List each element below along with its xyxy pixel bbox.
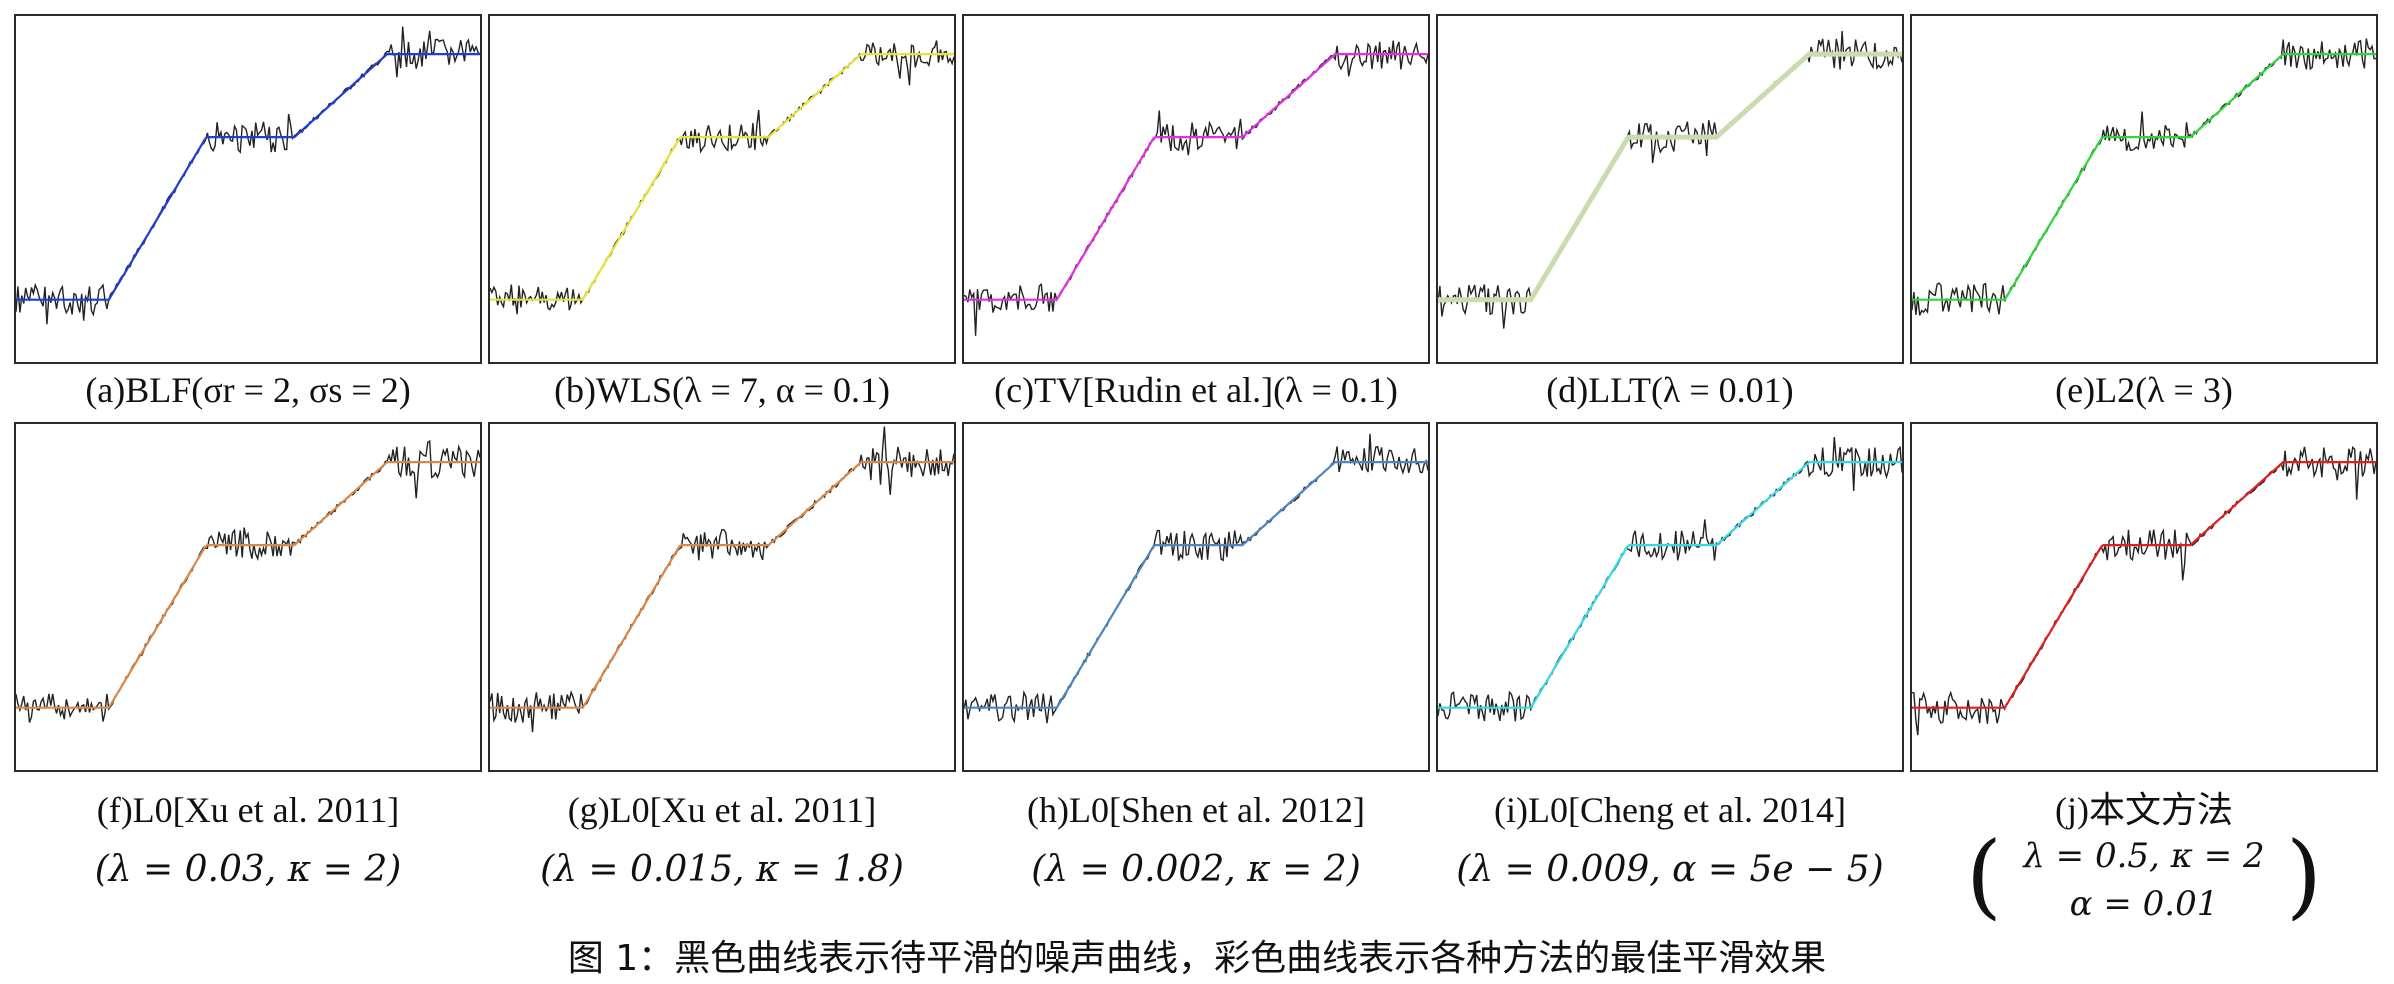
caption-f: (f)L0[Xu et al. 2011] [96, 790, 400, 830]
plot-e [1912, 38, 2376, 316]
caption-i: (i)L0[Cheng et al. 2014] [1494, 790, 1846, 830]
smoothed-curve-j [1912, 461, 2376, 709]
plot-j [1912, 445, 2376, 736]
noisy-curve-c [964, 40, 1428, 336]
smoothed-curve-c [964, 53, 1428, 301]
noisy-curve-i [1438, 436, 1902, 722]
panel-e [1910, 14, 2378, 364]
param-h: (λ = 0.002, κ = 2) [1031, 849, 1361, 890]
smoothed-curve-i [1438, 461, 1902, 709]
plot-h [964, 433, 1428, 724]
smoothed-curve-a [16, 53, 480, 301]
noisy-curve-a [16, 26, 480, 325]
plot-a [16, 26, 480, 325]
panel-f [14, 422, 482, 772]
caption-d: (d)LLT(λ = 0.01) [1546, 370, 1794, 410]
noisy-curve-h [964, 433, 1428, 724]
panel-j [1910, 422, 2378, 772]
caption-h: (h)L0[Shen et al. 2012] [1027, 790, 1365, 830]
panel-a [14, 14, 482, 364]
caption-b: (b)WLS(λ = 7, α = 0.1) [554, 370, 890, 410]
plot-g [490, 426, 954, 733]
panel-b [488, 14, 956, 364]
caption-e: (e)L2(λ = 3) [2055, 370, 2233, 410]
smoothed-curve-d [1438, 51, 1902, 303]
panel-h [962, 422, 1430, 772]
plot-f [16, 439, 480, 723]
plot-b [490, 40, 954, 315]
caption-j: (j)本文方法 [2055, 790, 2233, 830]
panel-d [1436, 14, 1904, 364]
smoothed-curve-f [16, 461, 480, 709]
noisy-curve-b [490, 40, 954, 315]
caption-g: (g)L0[Xu et al. 2011] [567, 790, 877, 830]
noisy-curve-g [490, 426, 954, 733]
caption-c: (c)TV[Rudin et al.](λ = 0.1) [994, 370, 1398, 410]
param-j-line1: λ = 0.5, κ = 2 [2023, 836, 2265, 876]
smoothed-curve-b [490, 53, 954, 301]
plot-c [964, 40, 1428, 336]
param-j-line2: α = 0.01 [2069, 884, 2219, 924]
panel-c [962, 14, 1430, 364]
param-i: (λ = 0.009, α = 5e − 5) [1456, 849, 1884, 890]
noisy-curve-d [1438, 30, 1902, 329]
noisy-curve-j [1912, 445, 2376, 736]
paren-right: ) [2286, 822, 2322, 929]
param-g: (λ = 0.015, κ = 1.8) [540, 849, 904, 890]
paren-left: ( [1966, 822, 2002, 929]
smoothed-curve-h [964, 461, 1428, 709]
smoothed-curve-g [490, 461, 954, 709]
noisy-curve-f [16, 439, 480, 723]
smoothed-curve-e [1912, 53, 2376, 301]
noisy-curve-e [1912, 38, 2376, 316]
panel-g [488, 422, 956, 772]
plot-i [1438, 436, 1902, 722]
param-f: (λ = 0.03, κ = 2) [94, 849, 402, 890]
caption-a: (a)BLF(σr = 2, σs = 2) [85, 370, 411, 410]
plot-d [1438, 30, 1902, 329]
figure-caption: 图 1：黑色曲线表示待平滑的噪声曲线，彩色曲线表示各种方法的最佳平滑效果 [567, 938, 1827, 979]
panel-i [1436, 422, 1904, 772]
